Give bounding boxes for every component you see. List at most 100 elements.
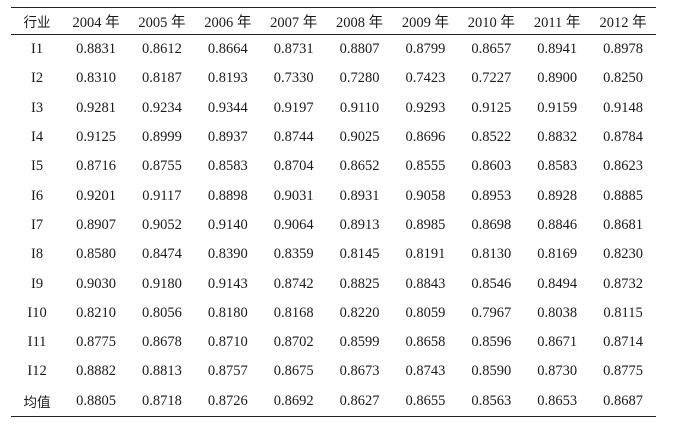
table-cell: 0.8653 <box>537 392 578 409</box>
table-cell: 0.8655 <box>405 392 446 409</box>
data-table: 行业 2004 年 2005 年 2006 年 2007 年 2008 年 20… <box>11 7 656 417</box>
table-cell: 0.8696 <box>405 129 446 146</box>
table-cell: 0.8546 <box>471 275 512 292</box>
table-cell: 0.8230 <box>603 246 643 263</box>
table-row: 均值 0.8805 0.8718 0.8726 0.8692 0.8627 0.8655 0.… <box>11 387 656 417</box>
table-row: I7 0.8907 0.9052 0.9140 0.9064 0.8913 0.8985 0.… <box>11 211 656 240</box>
table-cell: 0.8710 <box>207 334 248 351</box>
table-cell: 0.8220 <box>339 304 380 321</box>
table-row: I4 0.9125 0.8999 0.8937 0.8744 0.9025 0.8696 0.… <box>11 123 656 152</box>
table-cell: 0.9293 <box>405 99 446 116</box>
table-cell: 0.9025 <box>339 129 380 146</box>
column-header-2005: 2005 年 <box>138 14 186 31</box>
table-cell: 0.8704 <box>273 158 314 175</box>
table-cell: 0.9125 <box>76 129 116 146</box>
table-cell: 0.8115 <box>603 304 643 321</box>
table-cell: 0.9159 <box>537 99 578 116</box>
table-cell: 0.8898 <box>207 187 248 204</box>
table-cell: 0.7967 <box>471 304 512 321</box>
column-header-industry: 行业 <box>23 15 51 31</box>
column-header-2011: 2011 年 <box>533 14 581 31</box>
table-cell: 0.8831 <box>76 41 116 58</box>
table-cell: 0.8718 <box>141 392 182 409</box>
table-cell: 0.8755 <box>141 158 182 175</box>
row-label: I3 <box>30 99 44 116</box>
table-row: I12 0.8882 0.8813 0.8757 0.8675 0.8673 0.8743 0… <box>11 357 656 386</box>
table-cell: 0.8985 <box>405 216 446 233</box>
table-cell: 0.8807 <box>339 41 380 58</box>
table-cell: 0.8900 <box>537 70 578 87</box>
table-cell: 0.9201 <box>76 187 116 204</box>
table-cell: 0.8731 <box>273 41 314 58</box>
table-cell: 0.9281 <box>76 99 116 116</box>
table-cell: 0.8664 <box>207 41 248 58</box>
row-label: I12 <box>27 363 47 380</box>
table-cell: 0.8583 <box>537 158 578 175</box>
column-header-2004: 2004 年 <box>72 14 120 31</box>
table-cell: 0.8913 <box>339 216 380 233</box>
row-label: I7 <box>30 216 44 233</box>
table-cell: 0.8522 <box>471 129 512 146</box>
table-cell: 0.8599 <box>339 334 380 351</box>
table-cell: 0.8846 <box>537 216 578 233</box>
row-label: I10 <box>27 304 47 321</box>
table-cell: 0.9031 <box>273 187 314 204</box>
table-header: 行业 2004 年 2005 年 2006 年 2007 年 2008 年 20… <box>11 7 656 35</box>
table-cell: 0.8702 <box>273 334 314 351</box>
table-cell: 0.8813 <box>141 363 182 380</box>
table-cell: 0.8732 <box>603 275 643 292</box>
table-body: I1 0.8831 0.8612 0.8664 0.8731 0.8807 0.8799 0.… <box>11 35 656 417</box>
table-cell: 0.8250 <box>603 70 643 87</box>
table-cell: 0.9110 <box>339 99 380 116</box>
table-cell: 0.8743 <box>405 363 446 380</box>
table-cell: 0.8169 <box>537 246 578 263</box>
table-cell: 0.8596 <box>471 334 512 351</box>
table-cell: 0.9117 <box>142 187 182 204</box>
table-cell: 0.8730 <box>537 363 578 380</box>
table-cell: 0.8775 <box>76 334 116 351</box>
column-header-2008: 2008 年 <box>335 14 384 31</box>
table-cell: 0.8882 <box>76 363 116 380</box>
table-row: I10 0.8210 0.8056 0.8180 0.8168 0.8220 0.8059 0… <box>11 299 656 328</box>
column-header-2010: 2010 年 <box>467 14 515 31</box>
table-cell: 0.8799 <box>405 41 446 58</box>
table-cell: 0.8671 <box>537 334 578 351</box>
table-row: I2 0.8310 0.8187 0.8193 0.7330 0.7280 0.7423 0.… <box>11 64 656 93</box>
row-label: I4 <box>30 129 44 146</box>
table-cell: 0.8805 <box>76 392 116 409</box>
table-cell: 0.8580 <box>76 246 116 263</box>
table-cell: 0.8742 <box>273 275 314 292</box>
table-row: I5 0.8716 0.8755 0.8583 0.8704 0.8652 0.8555 0.… <box>11 152 656 181</box>
table-cell: 0.9030 <box>76 275 116 292</box>
table-cell: 0.8675 <box>273 363 314 380</box>
row-label: I1 <box>30 41 44 58</box>
table-cell: 0.9148 <box>603 99 643 116</box>
table-cell: 0.8907 <box>76 216 116 233</box>
table-row: I9 0.9030 0.9180 0.9143 0.8742 0.8825 0.8843 0.… <box>11 269 656 298</box>
table-cell: 0.8056 <box>141 304 182 321</box>
table-cell: 0.9344 <box>207 99 248 116</box>
table-cell: 0.8843 <box>405 275 446 292</box>
column-header-2007: 2007 年 <box>270 14 318 31</box>
row-label: I2 <box>30 70 44 87</box>
table-cell: 0.8999 <box>141 129 182 146</box>
table-cell: 0.8692 <box>273 392 314 409</box>
table-cell: 0.8168 <box>273 304 314 321</box>
table-cell: 0.8744 <box>273 129 314 146</box>
table-row: I1 0.8831 0.8612 0.8664 0.8731 0.8807 0.8799 0.… <box>11 35 656 65</box>
table-cell: 0.9234 <box>141 99 182 116</box>
row-label: I9 <box>30 275 44 292</box>
row-label: I8 <box>30 246 44 263</box>
table-cell: 0.8931 <box>339 187 380 204</box>
table-cell: 0.8474 <box>141 246 182 263</box>
table-cell: 0.8563 <box>471 392 512 409</box>
table-cell: 0.8130 <box>471 246 512 263</box>
header-row: 行业 2004 年 2005 年 2006 年 2007 年 2008 年 20… <box>11 7 656 35</box>
table-cell: 0.7227 <box>471 70 512 87</box>
row-label: I6 <box>30 187 44 204</box>
table-cell: 0.8726 <box>207 392 248 409</box>
table-cell: 0.8953 <box>471 187 512 204</box>
table-cell: 0.8885 <box>603 187 643 204</box>
table-cell: 0.9058 <box>405 187 446 204</box>
table-cell: 0.8627 <box>339 392 380 409</box>
